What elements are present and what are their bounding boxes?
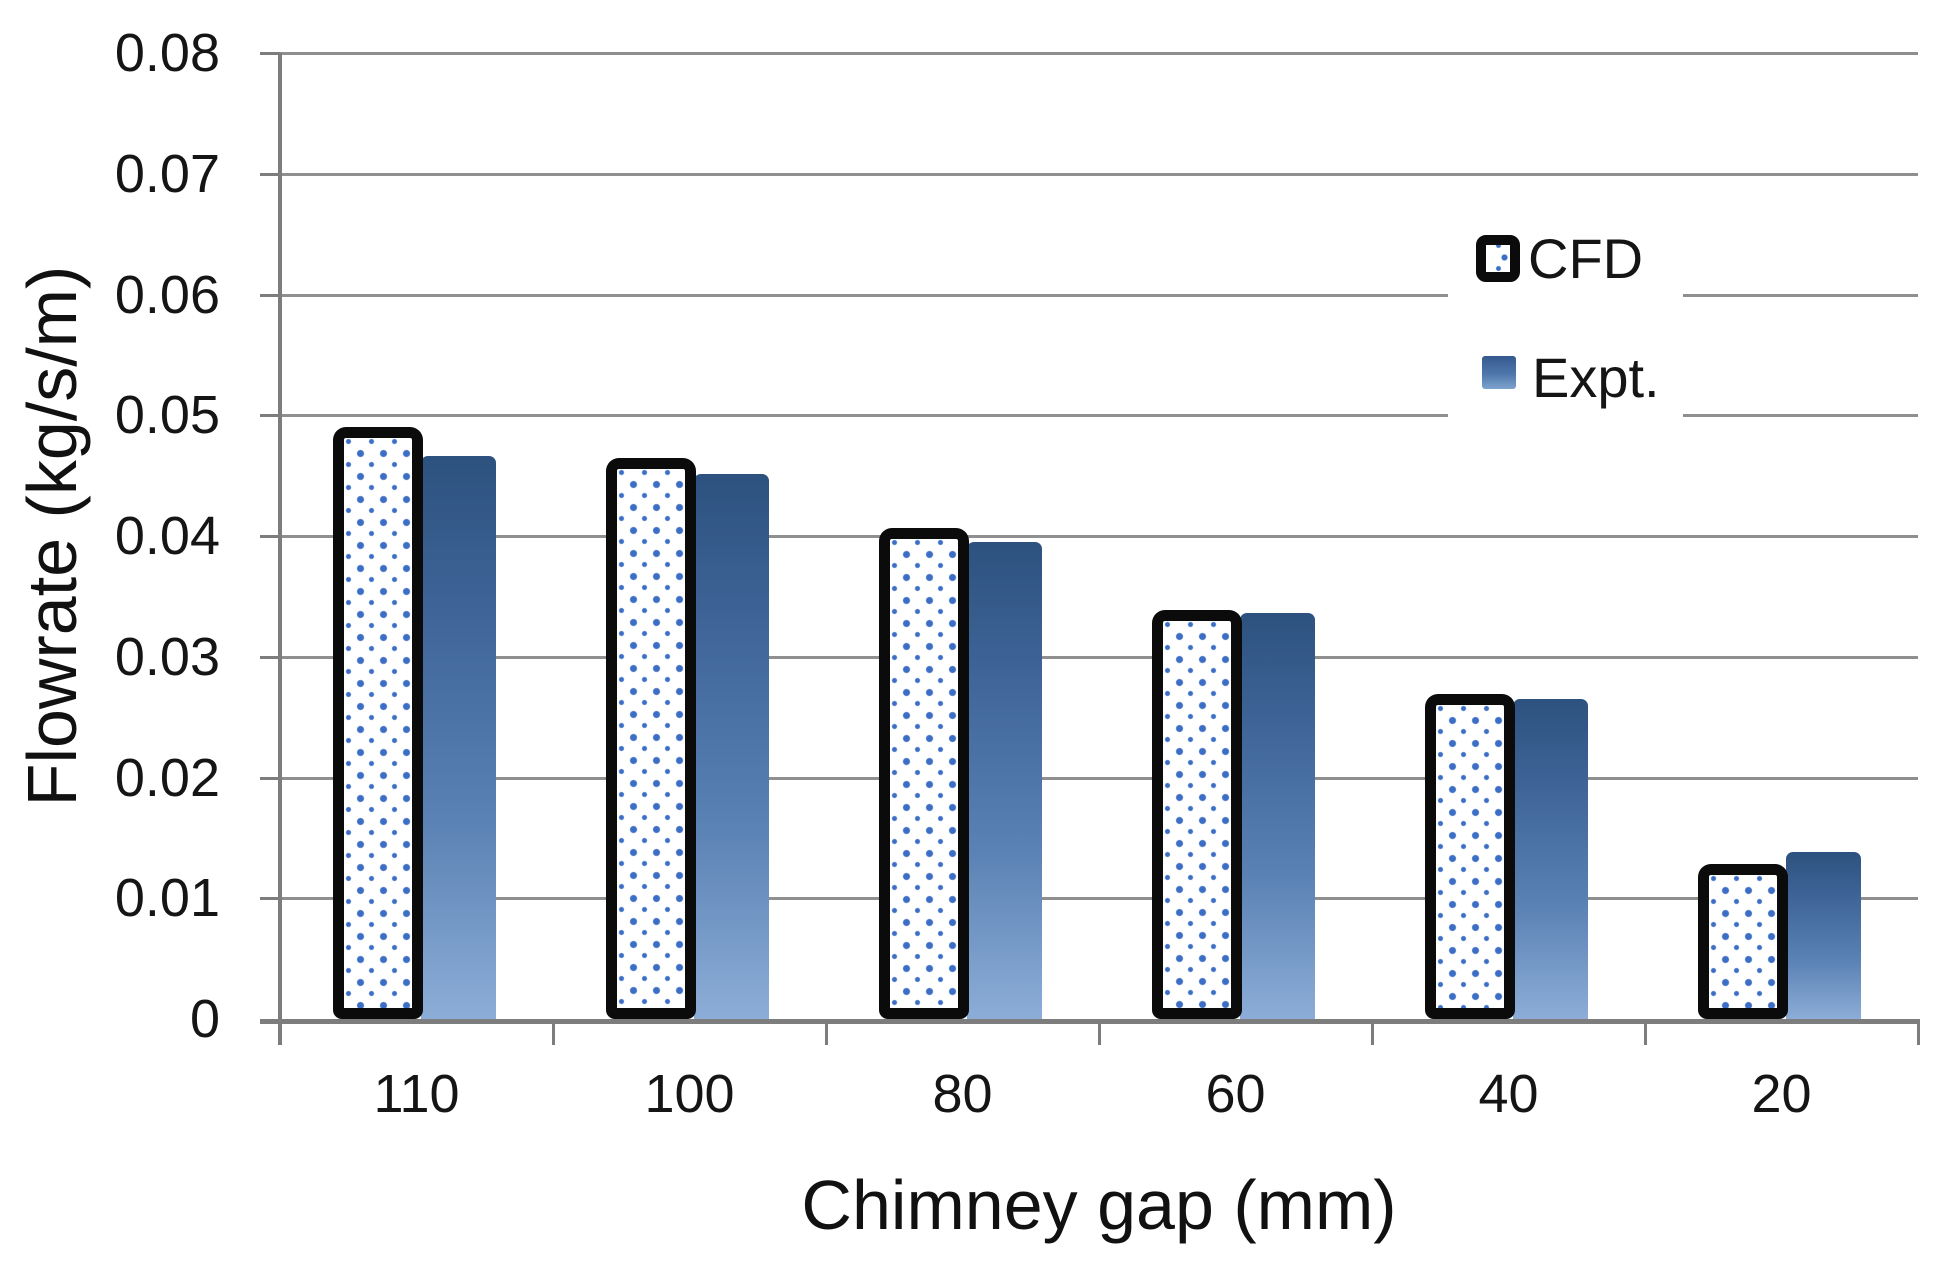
y-tick-label: 0.01 [114, 868, 220, 928]
legend-swatch-cfd [1476, 235, 1520, 282]
bar-cfd-60 [1152, 610, 1242, 1019]
x-tick-label-40: 40 [1478, 1064, 1539, 1124]
y-tick-0.02 [260, 777, 280, 780]
gridline-0.05 [280, 414, 1918, 417]
bar-cfd-80 [879, 528, 969, 1019]
x-tick [1644, 1019, 1647, 1045]
y-tick-label: 0.06 [114, 265, 220, 325]
y-tick-0.01 [260, 897, 280, 900]
x-tick-label-100: 100 [644, 1064, 735, 1124]
gridline-0.03 [280, 656, 1918, 659]
legend-label-cfd: CFD [1528, 227, 1644, 290]
gridline-0.08 [280, 52, 1918, 55]
y-tick-0.05 [260, 414, 280, 417]
legend-label-expt: Expt. [1532, 346, 1660, 409]
gridline-0.07 [280, 173, 1918, 176]
x-tick-label-80: 80 [932, 1064, 993, 1124]
bar-expt-60 [1240, 613, 1315, 1019]
bar-cfd-100 [606, 458, 696, 1019]
bar-expt-20 [1786, 852, 1861, 1019]
x-axis-title: Chimney gap (mm) [801, 1166, 1397, 1244]
x-tick [552, 1019, 555, 1045]
y-tick-label: 0.07 [114, 144, 220, 204]
x-tick [825, 1019, 828, 1045]
x-tick-label-110: 110 [373, 1064, 460, 1124]
y-tick-0.04 [260, 535, 280, 538]
bar-cfd-110 [333, 427, 423, 1019]
y-tick-label: 0.08 [114, 23, 220, 83]
gridline-0.06 [280, 294, 1918, 297]
x-tick [1098, 1019, 1101, 1045]
bar-expt-80 [967, 542, 1042, 1019]
y-axis-title: Flowrate (kg/s/m) [13, 265, 91, 807]
bar-expt-100 [694, 474, 769, 1019]
y-tick-0.08 [260, 52, 280, 55]
x-tick-label-60: 60 [1205, 1064, 1266, 1124]
gridline-0.04 [280, 535, 1918, 538]
y-tick-0.07 [260, 173, 280, 176]
y-axis-line [278, 53, 282, 1045]
bar-cfd-20 [1698, 864, 1788, 1019]
y-tick-label: 0.05 [114, 385, 220, 445]
x-tick [1371, 1019, 1374, 1045]
bar-expt-110 [421, 456, 496, 1019]
y-tick-label: 0.02 [114, 748, 220, 808]
legend: CFD Expt. [1448, 185, 1683, 427]
bar-expt-40 [1513, 699, 1588, 1019]
y-tick-0.06 [260, 294, 280, 297]
y-tick-0.03 [260, 656, 280, 659]
x-tick-label-20: 20 [1751, 1064, 1812, 1124]
gridline-0.01 [280, 897, 1918, 900]
legend-swatch-expt [1482, 356, 1516, 389]
y-tick-label: 0.03 [114, 627, 220, 687]
y-tick-label: 0.04 [114, 506, 220, 566]
x-axis-line [260, 1019, 1918, 1024]
y-tick-label: 0 [189, 989, 220, 1049]
bar-cfd-40 [1425, 694, 1515, 1019]
gridline-0.02 [280, 777, 1918, 780]
x-tick [1917, 1019, 1920, 1045]
